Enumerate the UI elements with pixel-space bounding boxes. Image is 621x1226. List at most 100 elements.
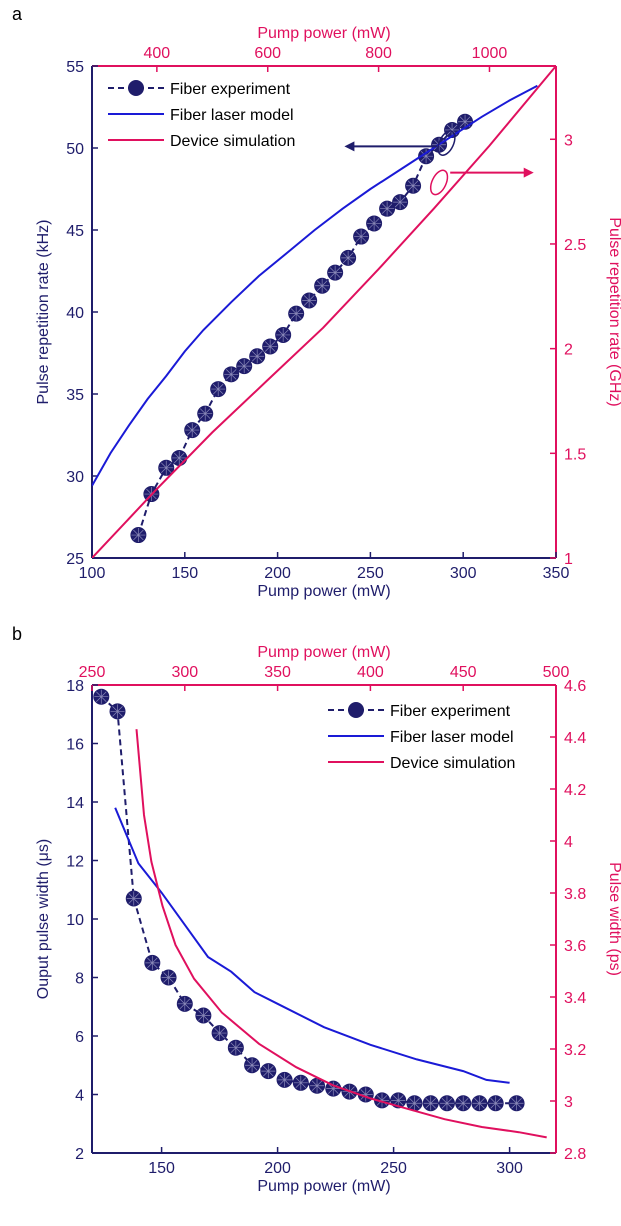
legend-label: Fiber experiment xyxy=(170,81,291,98)
y-tick-label: 10 xyxy=(66,912,84,929)
legend-marker xyxy=(348,702,364,718)
legend-item: Fiber experiment xyxy=(328,702,511,720)
data-point xyxy=(176,995,193,1012)
y2-tick-label: 2.5 xyxy=(564,237,586,254)
y2-tick-label: 1 xyxy=(564,551,573,568)
x-tick-label: 200 xyxy=(264,565,291,582)
legend-label: Device simulation xyxy=(390,755,515,772)
y-tick-label: 16 xyxy=(66,737,84,754)
data-point xyxy=(392,194,409,211)
x-tick-label: 150 xyxy=(171,565,198,582)
data-point xyxy=(197,405,214,422)
x-tick-label: 250 xyxy=(380,1160,407,1177)
data-point xyxy=(144,954,161,971)
data-point xyxy=(422,1095,439,1112)
x-tick-label: 350 xyxy=(543,565,570,582)
data-point xyxy=(455,1095,472,1112)
panel-b: b 150 200 250 300 Pump power (mW) 2 4 6 8 10 12 14 16… xyxy=(12,624,621,1195)
data-point xyxy=(314,277,331,294)
data-point xyxy=(288,305,305,322)
x2-tick-label: 400 xyxy=(357,664,384,681)
fiber-laser-model-line xyxy=(114,807,510,1084)
legend: Fiber experiment Fiber laser model Device … xyxy=(328,702,515,772)
x2-tick-label: 400 xyxy=(144,45,171,62)
y-tick-label: 30 xyxy=(66,469,84,486)
y2-tick-label: 3.6 xyxy=(564,938,586,955)
y-tick-label: 6 xyxy=(75,1029,84,1046)
data-point xyxy=(160,969,177,986)
data-point xyxy=(309,1077,326,1094)
data-point xyxy=(374,1092,390,1109)
data-point xyxy=(249,348,266,365)
y2-tick-label: 4 xyxy=(564,834,573,851)
y-tick-label: 55 xyxy=(66,59,84,76)
x-axis-label: Pump power (mW) xyxy=(257,1178,390,1195)
y2-tick-label: 3.2 xyxy=(564,1042,586,1059)
x2-tick-label: 450 xyxy=(450,664,477,681)
arrow-left-head xyxy=(344,141,355,152)
y-tick-label: 8 xyxy=(75,971,84,988)
y-tick-label: 14 xyxy=(66,795,84,812)
legend: Fiber experiment Fiber laser model Device … xyxy=(108,80,295,150)
x2-tick-label: 600 xyxy=(254,45,281,62)
data-point xyxy=(353,228,370,245)
data-point xyxy=(211,1025,228,1042)
y2-tick-label: 1.5 xyxy=(564,446,586,463)
legend-label: Fiber experiment xyxy=(390,703,511,720)
y-axis-label: Pulse repetition rate (kHz) xyxy=(35,220,52,405)
data-point xyxy=(276,1071,293,1088)
y2-tick-label: 4.2 xyxy=(564,782,586,799)
legend-label: Fiber laser model xyxy=(390,729,514,746)
y2-tick-label: 4.6 xyxy=(564,678,586,695)
y-tick-label: 50 xyxy=(66,141,84,158)
x-tick-label: 250 xyxy=(357,565,384,582)
device-simulation-line xyxy=(135,729,547,1139)
y-tick-label: 4 xyxy=(75,1088,84,1105)
x-tick-label: 200 xyxy=(264,1160,291,1177)
legend-label: Device simulation xyxy=(170,133,295,150)
arrow-right-head xyxy=(523,167,534,178)
data-point xyxy=(223,366,240,383)
x-tick-label: 300 xyxy=(496,1160,523,1177)
data-point xyxy=(508,1095,525,1112)
y2-tick-label: 3 xyxy=(564,132,573,149)
y2-tick-label: 3 xyxy=(564,1094,573,1111)
x2-tick-label: 250 xyxy=(79,664,106,681)
x2-tick-label: 800 xyxy=(365,45,392,62)
legend-item: Device simulation xyxy=(328,755,515,772)
y-tick-label: 18 xyxy=(66,678,84,695)
data-point xyxy=(184,422,201,439)
x2-axis-label: Pump power (mW) xyxy=(257,25,390,42)
x2-tick-label: 300 xyxy=(171,664,198,681)
data-point xyxy=(275,326,292,343)
legend-marker xyxy=(128,80,144,96)
legend-item: Fiber laser model xyxy=(108,107,294,124)
panel-letter: a xyxy=(12,4,23,24)
x-tick-label: 100 xyxy=(79,565,106,582)
data-point xyxy=(236,358,253,375)
right-axis-indicator-ellipse xyxy=(429,169,449,196)
y-axis-label: Ouput pulse width (μs) xyxy=(35,839,52,999)
y-tick-label: 25 xyxy=(66,551,84,568)
x2-tick-label: 350 xyxy=(264,664,291,681)
x2-axis-label: Pump power (mW) xyxy=(257,644,390,661)
data-point xyxy=(379,200,396,217)
data-point xyxy=(195,1007,212,1024)
x-tick-label: 300 xyxy=(450,565,477,582)
y-tick-label: 40 xyxy=(66,305,84,322)
left-axis-indicator-ellipse xyxy=(437,130,456,156)
x2-tick-label: 1000 xyxy=(472,45,508,62)
data-point xyxy=(418,148,435,165)
y2-axis-label: Pulse width (ps) xyxy=(606,862,621,976)
data-point xyxy=(292,1074,309,1091)
data-point xyxy=(406,1095,423,1112)
data-point xyxy=(262,338,279,355)
panel-letter: b xyxy=(12,624,22,644)
data-point xyxy=(325,1080,342,1097)
data-point xyxy=(109,703,126,720)
data-point xyxy=(487,1095,504,1112)
y-tick-label: 2 xyxy=(75,1146,84,1163)
data-point xyxy=(227,1039,244,1056)
